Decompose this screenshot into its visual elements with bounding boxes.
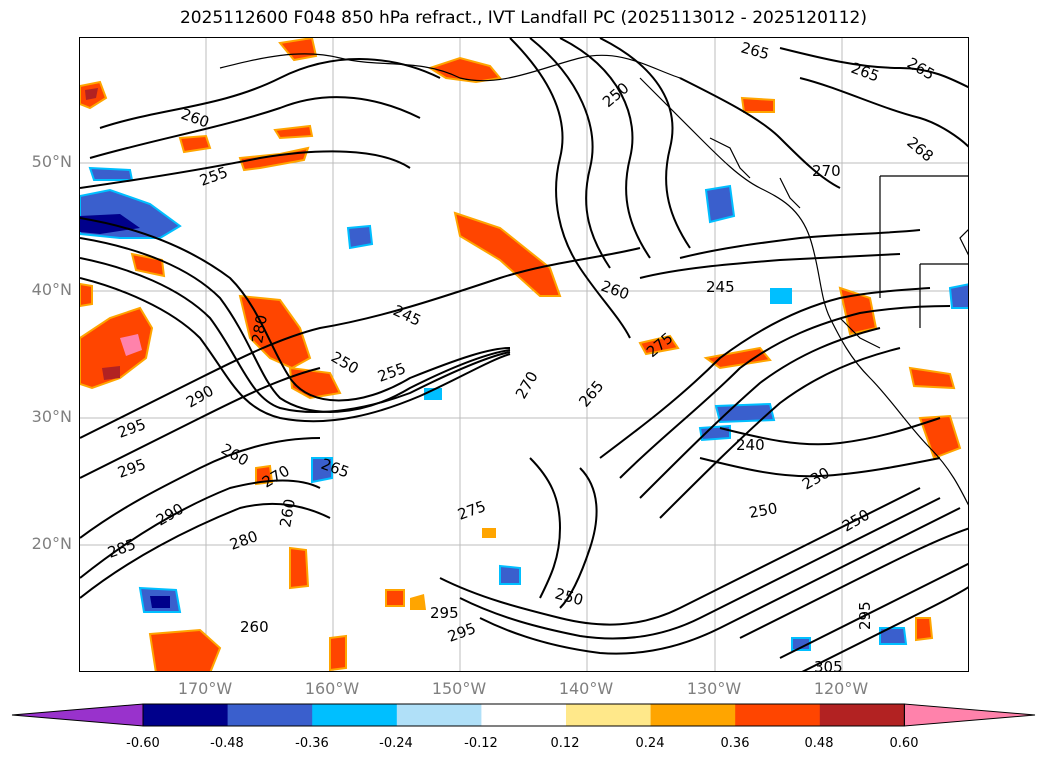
colorbar-extend-high: [903, 703, 1036, 727]
colorbar-tick: -0.48: [210, 736, 244, 751]
contour-label: 295: [430, 604, 459, 622]
contour-label: 250: [748, 499, 779, 522]
colorbar-segment: [227, 704, 313, 726]
contour-label: 270: [512, 368, 542, 402]
contour-label: 265: [739, 38, 771, 63]
contour-label: 230: [799, 464, 833, 494]
contour-label: 265: [904, 54, 938, 84]
contour-label: 295: [115, 415, 148, 442]
lon-label-170w: 170°W: [177, 679, 233, 698]
colorbar-segment: [650, 704, 736, 726]
colorbar-tick: -0.36: [295, 736, 329, 751]
contour-label: 295: [856, 601, 874, 630]
refractivity-contours: [80, 38, 968, 671]
colorbar-tick: 0.12: [550, 736, 580, 751]
contour-label: 295: [115, 455, 148, 482]
contour-label: 305: [814, 658, 843, 672]
colorbar-tick: 0.24: [635, 736, 665, 751]
contour-label: 245: [390, 301, 424, 329]
colorbar-segment: [566, 704, 652, 726]
contour-label: 250: [553, 584, 585, 609]
contour-label: 285: [105, 535, 138, 562]
map-svg: 265 265 265 260 255 250 270 268 245 260 …: [80, 38, 968, 672]
map-plot-area: 265 265 265 260 255 250 270 268 245 260 …: [79, 37, 969, 672]
colorbar-segment: [819, 704, 905, 726]
lon-label-150w: 150°W: [431, 679, 487, 698]
colorbar-segment: [143, 704, 229, 726]
colorbar-tick: -0.24: [379, 736, 413, 751]
contour-label: 280: [248, 313, 271, 344]
lon-label-130w: 130°W: [686, 679, 742, 698]
contour-label: 290: [153, 500, 187, 530]
contour-label: 250: [839, 506, 873, 536]
contour-label: 255: [197, 163, 230, 190]
lon-label-140w: 140°W: [558, 679, 614, 698]
coastlines: [219, 53, 968, 506]
colorbar-tick: -0.60: [126, 736, 160, 751]
contour-label: 295: [445, 619, 478, 646]
contour-labels: 265 265 265 260 255 250 270 268 245 260 …: [105, 38, 938, 672]
contour-label: 270: [812, 162, 841, 180]
lat-label-50n: 50°N: [31, 152, 72, 171]
graticule: [80, 38, 968, 671]
contour-label: 240: [736, 436, 765, 454]
colorbar-outline: [142, 703, 905, 727]
colorbar-tick: 0.36: [720, 736, 750, 751]
contour-label: 280: [227, 527, 260, 554]
lat-label-30n: 30°N: [31, 407, 72, 426]
lat-label-40n: 40°N: [31, 280, 72, 299]
colorbar-tick: -0.12: [464, 736, 498, 751]
lon-label-120w: 120°W: [813, 679, 869, 698]
contour-label: 260: [218, 440, 252, 470]
contour-label: 265: [849, 59, 882, 86]
colorbar-segment: [481, 704, 567, 726]
lat-label-20n: 20°N: [31, 534, 72, 553]
contour-label: 265: [575, 377, 607, 411]
contour-label: 268: [903, 133, 937, 165]
colorbar: [0, 700, 1047, 760]
colorbar-segment: [735, 704, 821, 726]
contour-label: 275: [643, 329, 677, 361]
contour-label: 290: [183, 382, 217, 412]
colorbar-tick: 0.48: [804, 736, 834, 751]
colorbar-segment: [396, 704, 482, 726]
lon-label-160w: 160°W: [304, 679, 360, 698]
colorbar-segment: [312, 704, 398, 726]
colorbar-svg: [11, 703, 1036, 727]
contour-label: 245: [706, 278, 735, 296]
colorbar-extend-low: [11, 703, 144, 727]
negative-anomaly-patches: [80, 166, 968, 651]
contour-label: 260: [179, 105, 212, 132]
colorbar-tick: 0.60: [889, 736, 919, 751]
contour-label: 260: [240, 618, 269, 636]
map-title: 2025112600 F048 850 hPa refract., IVT La…: [179, 8, 867, 28]
contour-label: 260: [276, 497, 299, 528]
